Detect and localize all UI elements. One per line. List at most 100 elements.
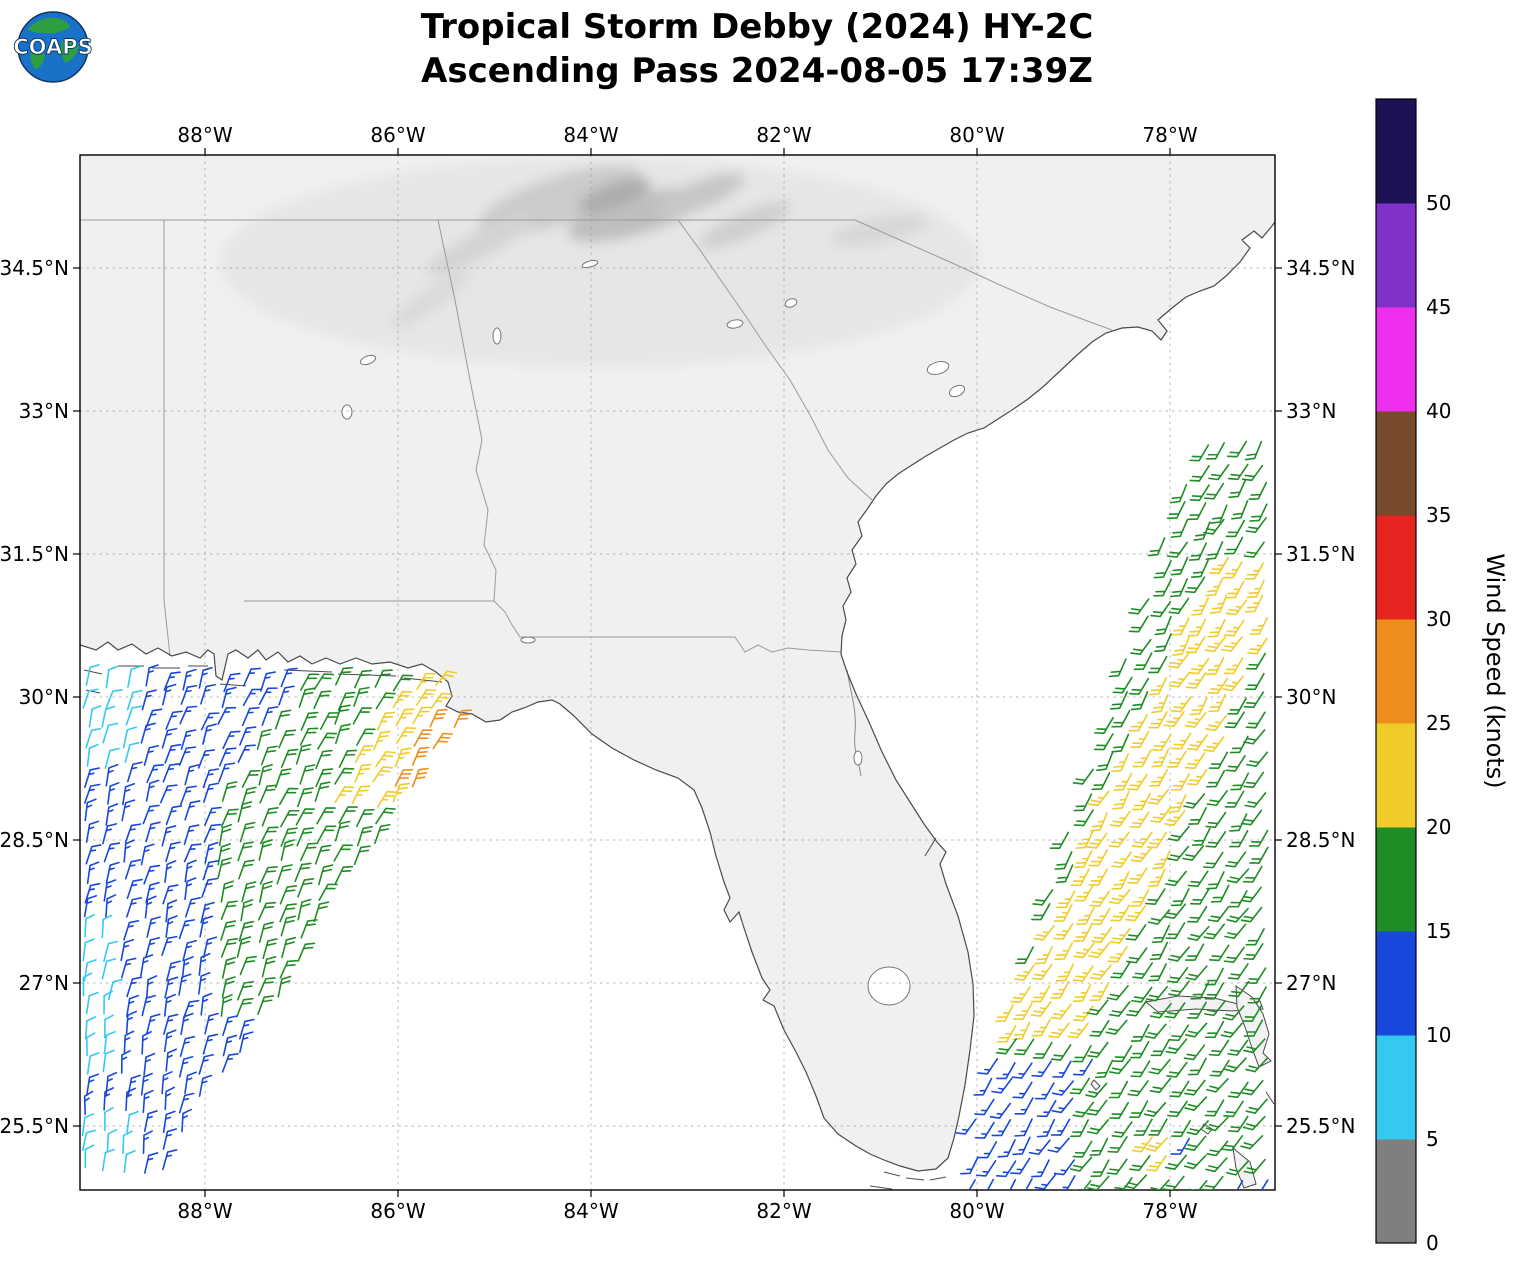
x-tick-label-top: 82°W (756, 123, 811, 147)
wind-barb-green (1130, 1060, 1151, 1078)
wind-barb-yellow (1208, 693, 1227, 713)
wind-barb-yellow (1055, 963, 1075, 982)
wind-barb-blue (185, 897, 201, 918)
wind-barb-yellow (1209, 556, 1229, 575)
wind-barb-blue (198, 971, 211, 995)
wind-barb-green (221, 781, 238, 802)
wind-barb-blue (142, 1089, 154, 1114)
wind-barb-yellow (375, 750, 396, 768)
wind-barb-blue (126, 897, 143, 918)
wind-barb-green (334, 666, 354, 686)
wind-barb-blue (162, 884, 179, 905)
wind-barb-green (1091, 772, 1111, 791)
wind-barb-green (1167, 825, 1190, 842)
wind-barb-blue (165, 899, 178, 923)
wind-barb-green (1209, 1059, 1230, 1077)
wind-barb-green (1143, 1101, 1167, 1117)
wind-barb-green (1225, 851, 1247, 868)
wind-barb-green (1166, 541, 1188, 558)
wind-barb-green (1184, 1096, 1208, 1111)
wind-barb-green (1165, 1038, 1188, 1054)
wind-barb-cyan (81, 1129, 97, 1152)
wind-barb-yellow (1127, 867, 1148, 884)
wind-barb-green (1132, 962, 1153, 979)
wind-barb-blue (105, 1071, 118, 1096)
figure-title: Tropical Storm Debby (2024) HY-2C Ascend… (421, 6, 1094, 93)
wind-barb-blue (124, 823, 142, 844)
wind-barb-yellow (1163, 710, 1185, 728)
wind-barb-blue (103, 1087, 115, 1111)
wind-barb-yellow (430, 692, 452, 709)
lakes (341, 259, 966, 1006)
wind-barb-yellow (1184, 712, 1207, 728)
wind-barb-green (239, 955, 257, 976)
wind-barb-green (1247, 986, 1267, 1004)
wind-barb-blue (989, 1102, 1012, 1119)
wind-barb-green (355, 808, 375, 828)
wind-barb-green (338, 749, 358, 769)
wind-barb-yellow (1113, 772, 1133, 791)
wind-barb-green (1185, 1179, 1208, 1190)
wind-barb-green (317, 732, 338, 750)
wind-barb-green (1149, 941, 1169, 961)
wind-barb-yellow (1070, 868, 1090, 886)
wind-barb-blue (223, 672, 241, 693)
wind-barb-green (1186, 1120, 1209, 1136)
wind-barb-cyan (101, 705, 116, 728)
wind-barb-green (238, 920, 255, 942)
wind-barb-green (1031, 902, 1051, 921)
wind-barb-blue (145, 821, 161, 843)
wind-barb-green (1086, 999, 1109, 1016)
wind-barb-blue (123, 919, 140, 941)
wind-barb-green (1146, 985, 1168, 1002)
wind-barb-green (1241, 1079, 1264, 1096)
wind-barb-yellow (416, 672, 436, 691)
wind-barb-green (257, 995, 275, 1016)
wind-barb-green (353, 686, 370, 707)
wind-barb-blue (165, 960, 181, 982)
small-lake (948, 384, 966, 398)
wind-barb-yellow (1207, 618, 1226, 638)
wind-barb-green (221, 956, 237, 979)
wind-barb-yellow (1203, 736, 1225, 753)
wind-barb-blue (182, 999, 200, 1020)
figure-title-line1: Tropical Storm Debby (2024) HY-2C (420, 7, 1094, 47)
wind-barb-green (995, 1038, 1018, 1055)
coastline (80, 221, 1275, 1172)
wind-barb-blue (242, 688, 263, 707)
wind-barb-blue (184, 764, 200, 786)
wind-barb-cyan (102, 1049, 115, 1073)
wind-barb-blue (1031, 1060, 1052, 1078)
wind-barb-green (1189, 464, 1210, 482)
wind-barb-blue (278, 685, 295, 706)
wind-barb-blue (125, 1087, 136, 1112)
wind-barb-green (1154, 615, 1172, 636)
wind-barb-layer (81, 440, 1269, 1190)
wind-barb-blue (140, 843, 155, 866)
wind-barb-yellow (1013, 964, 1035, 981)
wind-barb-green (240, 898, 254, 922)
wind-barb-yellow (412, 706, 432, 725)
wind-barb-green (1069, 1156, 1093, 1172)
wind-barb-yellow (376, 790, 397, 808)
wind-barb-yellow (351, 785, 371, 804)
wind-barb-blue (103, 879, 117, 902)
wind-barb-yellow (1086, 832, 1108, 849)
border-fl-ga (493, 600, 842, 653)
wind-barb-blue (1223, 1180, 1244, 1190)
wind-barb-blue (198, 666, 213, 689)
wind-barb-green (1244, 792, 1267, 808)
wind-barb-yellow (1146, 1154, 1167, 1172)
wind-barb-green (1205, 811, 1227, 829)
wind-barb-green (259, 866, 278, 885)
wind-barb-green (1203, 923, 1225, 940)
wind-barb-green (1183, 793, 1206, 809)
x-tick-label-top: 86°W (370, 123, 425, 147)
wind-barb-blue (178, 1092, 195, 1114)
wind-barb-green (1109, 1101, 1129, 1119)
wind-barb-blue (221, 686, 237, 709)
wind-barb-blue (124, 859, 141, 880)
wind-barb-green (218, 823, 233, 847)
wind-barb-green (1170, 518, 1189, 538)
wind-barb-cyan (123, 1150, 136, 1173)
